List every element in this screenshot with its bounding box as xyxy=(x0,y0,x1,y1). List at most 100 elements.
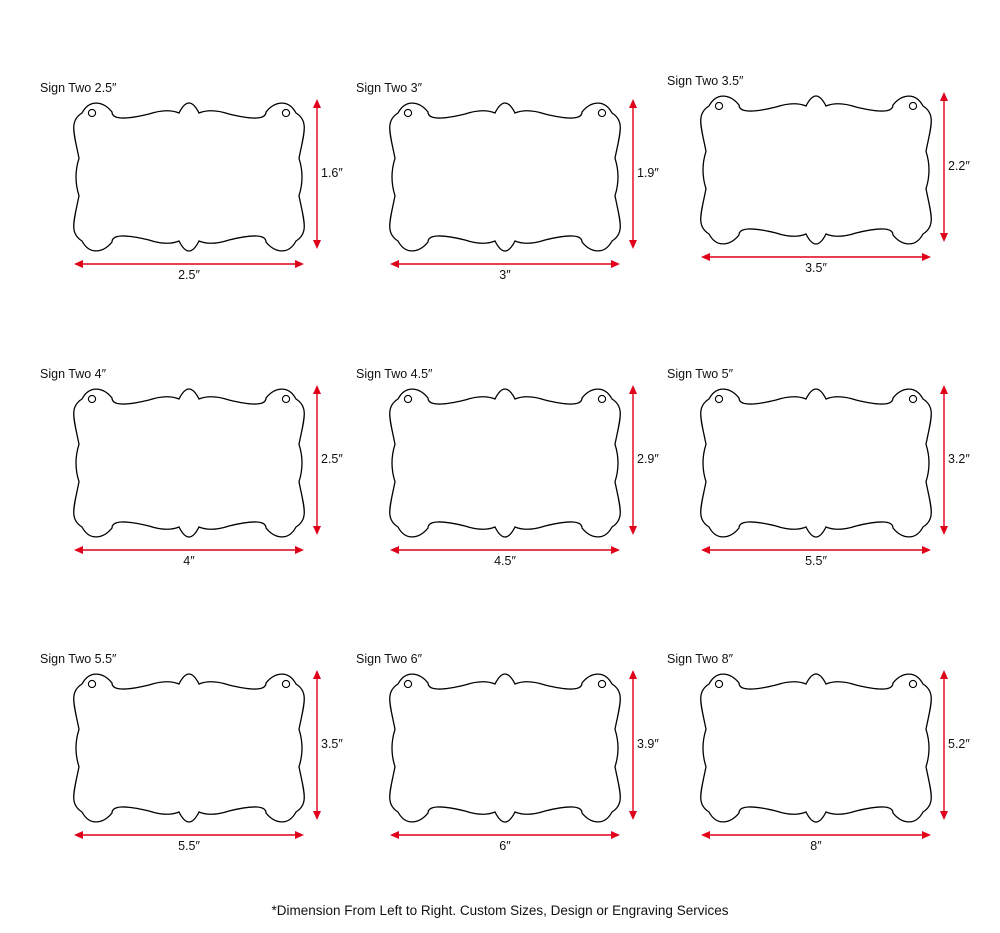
sign-diagram xyxy=(73,670,321,839)
height-label: 5.2″ xyxy=(948,737,970,751)
height-dimension-arrow xyxy=(313,385,321,535)
sign-card: Sign Two 8″ 8″ 5.2″ xyxy=(667,652,970,872)
width-label: 4″ xyxy=(183,554,195,568)
sign-card: Sign Two 3″ 3″ 1.9″ xyxy=(356,81,659,301)
height-dimension-arrow xyxy=(940,385,948,535)
sign-card: Sign Two 4.5″ 4.5″ 2.9″ xyxy=(356,367,659,587)
sign-diagram xyxy=(389,670,637,839)
sign-outline xyxy=(389,102,621,252)
width-label: 8″ xyxy=(810,839,822,853)
arrowhead-up xyxy=(313,385,321,394)
mounting-hole xyxy=(281,394,291,404)
width-label: 3″ xyxy=(499,268,511,282)
height-label: 3.5″ xyxy=(321,737,343,751)
sign-card: Sign Two 6″ 6″ 3.9″ xyxy=(356,652,659,872)
arrowhead-down xyxy=(629,811,637,820)
sign-outline xyxy=(389,388,621,538)
height-label: 2.9″ xyxy=(637,452,659,466)
arrowhead-left xyxy=(390,546,399,554)
sign-title: Sign Two 2.5″ xyxy=(40,81,117,95)
height-dimension-arrow xyxy=(313,99,321,249)
height-dimension-arrow xyxy=(940,670,948,820)
sign-outline xyxy=(73,102,305,252)
mounting-hole xyxy=(597,679,607,689)
width-label: 2.5″ xyxy=(178,268,200,282)
arrowhead-left xyxy=(390,831,399,839)
sign-outline xyxy=(700,673,932,823)
arrowhead-up xyxy=(940,92,948,101)
arrowhead-down xyxy=(313,811,321,820)
height-dimension-arrow xyxy=(629,385,637,535)
sign-title: Sign Two 3.5″ xyxy=(667,74,744,88)
mounting-hole xyxy=(87,679,97,689)
height-label: 1.6″ xyxy=(321,166,343,180)
arrowhead-up xyxy=(629,99,637,108)
sign-card: Sign Two 5.5″ 5.5″ 3.5″ xyxy=(40,652,343,872)
arrowhead-down xyxy=(940,811,948,820)
sign-diagram xyxy=(73,385,321,554)
sign-card: Sign Two 2.5″ 2.5″ 1.6″ xyxy=(40,81,343,301)
width-dimension-arrow xyxy=(74,260,304,268)
arrowhead-down xyxy=(629,526,637,535)
arrowhead-up xyxy=(313,99,321,108)
arrowhead-down xyxy=(313,526,321,535)
sign-outline xyxy=(73,388,305,538)
arrowhead-up xyxy=(629,670,637,679)
arrowhead-left xyxy=(701,546,710,554)
width-dimension-arrow xyxy=(74,546,304,554)
arrowhead-right xyxy=(922,253,931,261)
sign-title: Sign Two 5.5″ xyxy=(40,652,117,666)
arrowhead-down xyxy=(940,526,948,535)
width-label: 6″ xyxy=(499,839,511,853)
width-dimension-arrow xyxy=(701,831,931,839)
width-dimension-arrow xyxy=(74,831,304,839)
width-label: 3.5″ xyxy=(805,261,827,275)
height-dimension-arrow xyxy=(629,670,637,820)
arrowhead-left xyxy=(390,260,399,268)
arrowhead-up xyxy=(629,385,637,394)
mounting-hole xyxy=(908,679,918,689)
mounting-hole xyxy=(597,108,607,118)
height-dimension-arrow xyxy=(940,92,948,242)
arrowhead-right xyxy=(295,260,304,268)
sign-diagram xyxy=(389,385,637,554)
height-label: 2.2″ xyxy=(948,159,970,173)
mounting-hole xyxy=(87,394,97,404)
arrowhead-up xyxy=(313,670,321,679)
arrowhead-right xyxy=(295,831,304,839)
arrowhead-right xyxy=(922,831,931,839)
width-dimension-arrow xyxy=(701,546,931,554)
mounting-hole xyxy=(403,679,413,689)
mounting-hole xyxy=(908,101,918,111)
width-dimension-arrow xyxy=(390,260,620,268)
sign-card: Sign Two 3.5″ 3.5″ 2.2″ xyxy=(667,74,970,294)
sign-diagram xyxy=(700,92,948,261)
mounting-hole xyxy=(87,108,97,118)
sign-outline xyxy=(73,673,305,823)
width-dimension-arrow xyxy=(390,831,620,839)
sign-title: Sign Two 6″ xyxy=(356,652,423,666)
mounting-hole xyxy=(281,679,291,689)
sign-title: Sign Two 3″ xyxy=(356,81,423,95)
sign-outline xyxy=(389,673,621,823)
arrowhead-left xyxy=(74,260,83,268)
footnote: *Dimension From Left to Right. Custom Si… xyxy=(271,903,729,918)
sign-card: Sign Two 4″ 4″ 2.5″ xyxy=(40,367,343,587)
width-label: 5.5″ xyxy=(805,554,827,568)
sign-diagram xyxy=(700,385,948,554)
mounting-hole xyxy=(714,679,724,689)
arrowhead-left xyxy=(74,546,83,554)
arrowhead-right xyxy=(611,260,620,268)
arrowhead-left xyxy=(701,831,710,839)
mounting-hole xyxy=(403,108,413,118)
mounting-hole xyxy=(403,394,413,404)
sign-title: Sign Two 8″ xyxy=(667,652,734,666)
arrowhead-left xyxy=(74,831,83,839)
arrowhead-right xyxy=(611,831,620,839)
sign-outline xyxy=(700,95,932,245)
height-label: 2.5″ xyxy=(321,452,343,466)
arrowhead-up xyxy=(940,670,948,679)
height-label: 3.9″ xyxy=(637,737,659,751)
arrowhead-down xyxy=(629,240,637,249)
sign-title: Sign Two 5″ xyxy=(667,367,734,381)
